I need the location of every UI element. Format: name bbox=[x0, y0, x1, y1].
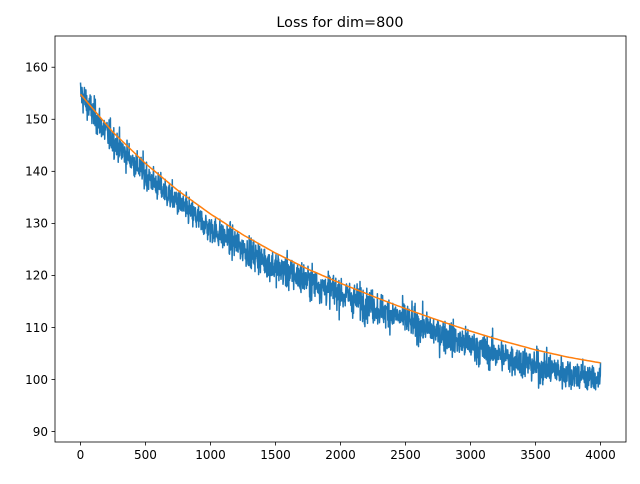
x-tick-label: 2000 bbox=[325, 448, 356, 462]
series-raw-loss-line bbox=[79, 82, 602, 391]
x-tick-label: 500 bbox=[134, 448, 157, 462]
y-tick-label: 110 bbox=[25, 321, 48, 335]
x-tick-label: 1000 bbox=[195, 448, 226, 462]
x-tick-label: 0 bbox=[77, 448, 85, 462]
x-tick-label: 2500 bbox=[390, 448, 421, 462]
x-tick-label: 1500 bbox=[260, 448, 291, 462]
x-tick-label: 3500 bbox=[520, 448, 551, 462]
chart-title: Loss for dim=800 bbox=[276, 15, 403, 31]
axes: 0 500 1000 1500 2000 2500 3000 3500 4000 90 100 110… bbox=[25, 61, 616, 462]
x-tick-label: 4000 bbox=[585, 448, 616, 462]
y-tick-label: 100 bbox=[25, 373, 48, 387]
y-tick-label: 130 bbox=[25, 217, 48, 231]
plot-area bbox=[79, 82, 602, 391]
y-tick-label: 140 bbox=[25, 165, 48, 179]
y-tick-label: 120 bbox=[25, 269, 48, 283]
y-tick-label: 150 bbox=[25, 113, 48, 127]
y-tick-label: 160 bbox=[25, 61, 48, 75]
x-tick-label: 3000 bbox=[455, 448, 486, 462]
series-trend-line bbox=[79, 93, 601, 364]
y-tick-label: 90 bbox=[33, 425, 48, 439]
